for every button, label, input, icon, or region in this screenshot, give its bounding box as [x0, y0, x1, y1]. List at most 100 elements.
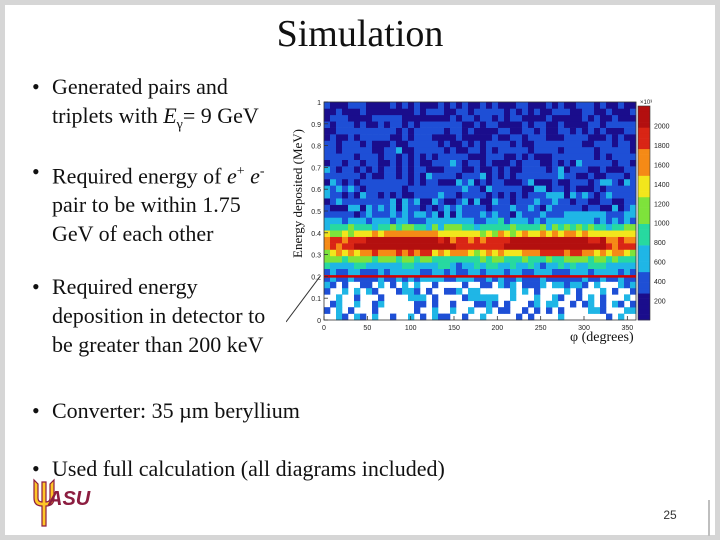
heatmap-cell	[624, 166, 631, 173]
heatmap-cell	[438, 146, 445, 154]
heatmap-cell	[504, 121, 511, 128]
heatmap-cell	[564, 255, 571, 263]
heatmap-cell	[618, 255, 625, 263]
heatmap-cell	[360, 140, 367, 148]
heatmap-cell	[492, 153, 499, 160]
heatmap-cell	[378, 262, 385, 269]
heatmap-cell	[468, 223, 475, 231]
heatmap-cell	[504, 198, 511, 205]
heatmap-cell	[540, 204, 547, 212]
colorbar-segment	[638, 271, 650, 278]
heatmap-cell	[540, 249, 547, 257]
heatmap-cell	[552, 204, 559, 212]
heatmap-cell	[360, 230, 367, 237]
heatmap-cell	[576, 294, 583, 302]
heatmap-cell	[492, 102, 499, 109]
heatmap-cell	[498, 243, 505, 250]
heatmap-cell	[522, 108, 529, 116]
heatmap-cell	[576, 255, 583, 263]
heatmap-cell	[432, 243, 439, 250]
heatmap-cell	[324, 204, 331, 212]
heatmap-cell	[348, 153, 355, 160]
heatmap-cell	[330, 281, 337, 289]
heatmap-cell	[438, 134, 445, 141]
heatmap-cell	[606, 268, 613, 276]
heatmap-cell	[510, 146, 517, 154]
y-tick-label: 0.1	[311, 296, 321, 303]
heatmap-cell	[588, 153, 595, 160]
heatmap-cell	[498, 249, 505, 257]
heatmap-cell	[594, 146, 601, 154]
heatmap-cell	[462, 172, 469, 180]
heatmap-cell	[588, 178, 595, 186]
heatmap-cell	[414, 185, 421, 193]
heatmap-cell	[612, 236, 619, 244]
heatmap-cell	[360, 262, 367, 269]
heatmap-cell	[348, 230, 355, 237]
heatmap-cell	[426, 114, 433, 122]
heatmap-cell	[462, 313, 469, 321]
heatmap-cell	[396, 268, 403, 276]
heatmap-cell	[408, 198, 415, 205]
heatmap-cell	[480, 121, 487, 128]
heatmap-cell	[390, 281, 397, 289]
heatmap-cell	[390, 134, 397, 141]
heatmap-cell	[612, 166, 619, 173]
y-axis-label: Energy deposited (MeV)	[290, 128, 305, 258]
heatmap-cell	[324, 159, 331, 167]
heatmap-cell	[450, 223, 457, 231]
heatmap-cell	[330, 275, 337, 282]
asu-pitchfork-logo	[33, 478, 55, 527]
heatmap-cell	[504, 178, 511, 186]
heatmap-cell	[402, 198, 409, 205]
heatmap-cell	[534, 243, 541, 250]
heatmap-cell	[582, 140, 589, 148]
heatmap-cell	[570, 249, 577, 257]
heatmap-cell	[390, 223, 397, 231]
heatmap-cell	[342, 146, 349, 154]
heatmap-cell	[492, 255, 499, 263]
heatmap-cell	[618, 268, 625, 276]
heatmap-cell	[450, 178, 457, 186]
heatmap-cell	[372, 236, 379, 244]
heatmap-cell	[432, 134, 439, 141]
heatmap-cell	[408, 275, 415, 282]
heatmap-cell	[324, 146, 331, 154]
heatmap-cell	[426, 159, 433, 167]
heatmap-cell	[570, 159, 577, 167]
heatmap-cell	[510, 262, 517, 269]
heatmap-cell	[480, 134, 487, 141]
heatmap-cell	[552, 159, 559, 167]
page-number: 25	[663, 508, 677, 522]
heatmap-cell	[612, 223, 619, 231]
heatmap-cell	[486, 262, 493, 269]
heatmap-cell	[414, 108, 421, 116]
heatmap-cell	[342, 198, 349, 205]
heatmap-cell	[606, 262, 613, 269]
heatmap-cell	[600, 114, 607, 122]
heatmap-cell	[630, 300, 637, 308]
heatmap-cell	[348, 268, 355, 276]
heatmap-cell	[324, 121, 331, 128]
heatmap-cell	[426, 211, 433, 218]
heatmap-cell	[372, 108, 379, 116]
heatmap-cell	[588, 172, 595, 180]
heatmap-cell	[510, 140, 517, 148]
x-tick-label: 300	[578, 325, 590, 332]
heatmap-cell	[354, 178, 361, 186]
heatmap-cell	[390, 114, 397, 122]
heatmap-cell	[492, 146, 499, 154]
heatmap-cell	[468, 255, 475, 263]
heatmap-cell	[504, 230, 511, 237]
heatmap-cell	[372, 217, 379, 225]
heatmap-cell	[456, 287, 463, 295]
heatmap-cell	[486, 281, 493, 289]
heatmap-cell	[468, 140, 475, 148]
heatmap-cell	[540, 281, 547, 289]
heatmap-cell	[576, 140, 583, 148]
electron-symbol-2: e	[244, 163, 260, 189]
heatmap-cell	[342, 243, 349, 250]
heatmap-cell	[414, 153, 421, 160]
heatmap-cell	[480, 127, 487, 135]
heatmap-cell	[456, 255, 463, 263]
